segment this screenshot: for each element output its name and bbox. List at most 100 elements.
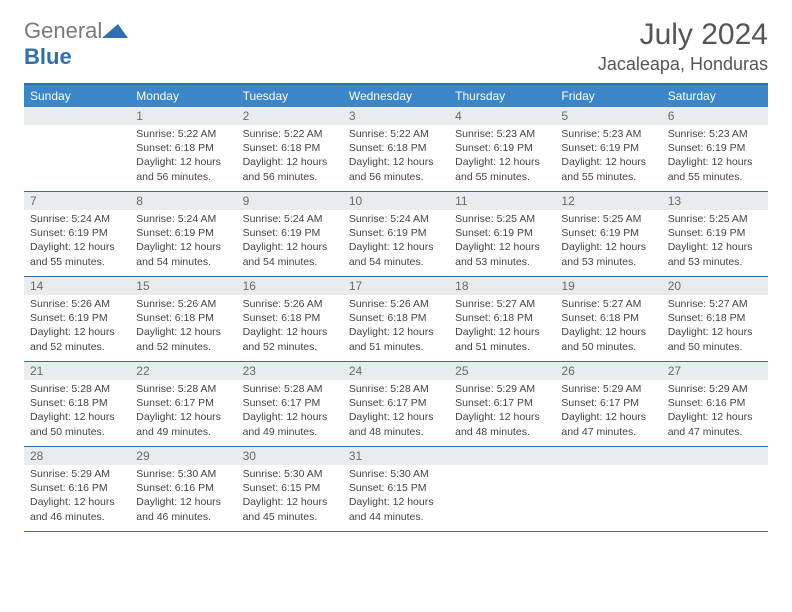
day-body: Sunrise: 5:26 AMSunset: 6:18 PMDaylight:… [130,295,236,358]
day-body: Sunrise: 5:25 AMSunset: 6:19 PMDaylight:… [449,210,555,273]
day-number: 10 [343,192,449,210]
day-cell: 3Sunrise: 5:22 AMSunset: 6:18 PMDaylight… [343,107,449,191]
day-number: 3 [343,107,449,125]
day-cell: 5Sunrise: 5:23 AMSunset: 6:19 PMDaylight… [555,107,661,191]
brand-text: GeneralBlue [24,18,128,70]
day-body: Sunrise: 5:26 AMSunset: 6:19 PMDaylight:… [24,295,130,358]
daylight-text: Daylight: 12 hours and 52 minutes. [243,325,337,353]
daylight-text: Daylight: 12 hours and 49 minutes. [243,410,337,438]
day-cell [24,107,130,191]
brand-gray: General [24,18,102,43]
day-body: Sunrise: 5:30 AMSunset: 6:15 PMDaylight:… [343,465,449,528]
sunrise-text: Sunrise: 5:28 AM [243,382,337,396]
day-cell: 7Sunrise: 5:24 AMSunset: 6:19 PMDaylight… [24,192,130,276]
sunrise-text: Sunrise: 5:22 AM [136,127,230,141]
day-number: 16 [237,277,343,295]
daylight-text: Daylight: 12 hours and 54 minutes. [136,240,230,268]
sunset-text: Sunset: 6:19 PM [136,226,230,240]
day-cell: 13Sunrise: 5:25 AMSunset: 6:19 PMDayligh… [662,192,768,276]
daylight-text: Daylight: 12 hours and 55 minutes. [668,155,762,183]
day-cell: 6Sunrise: 5:23 AMSunset: 6:19 PMDaylight… [662,107,768,191]
daylight-text: Daylight: 12 hours and 54 minutes. [243,240,337,268]
day-number: 23 [237,362,343,380]
daylight-text: Daylight: 12 hours and 48 minutes. [455,410,549,438]
day-number: 2 [237,107,343,125]
day-cell: 29Sunrise: 5:30 AMSunset: 6:16 PMDayligh… [130,447,236,531]
sunset-text: Sunset: 6:18 PM [30,396,124,410]
sunset-text: Sunset: 6:18 PM [455,311,549,325]
sunrise-text: Sunrise: 5:30 AM [243,467,337,481]
week-row: 7Sunrise: 5:24 AMSunset: 6:19 PMDaylight… [24,192,768,277]
day-body: Sunrise: 5:23 AMSunset: 6:19 PMDaylight:… [662,125,768,188]
sunrise-text: Sunrise: 5:23 AM [455,127,549,141]
day-body: Sunrise: 5:22 AMSunset: 6:18 PMDaylight:… [130,125,236,188]
daylight-text: Daylight: 12 hours and 47 minutes. [668,410,762,438]
day-body: Sunrise: 5:24 AMSunset: 6:19 PMDaylight:… [343,210,449,273]
day-number [24,107,130,125]
day-number: 22 [130,362,236,380]
day-number: 14 [24,277,130,295]
daylight-text: Daylight: 12 hours and 55 minutes. [30,240,124,268]
sunset-text: Sunset: 6:18 PM [243,311,337,325]
day-cell: 19Sunrise: 5:27 AMSunset: 6:18 PMDayligh… [555,277,661,361]
week-row: 1Sunrise: 5:22 AMSunset: 6:18 PMDaylight… [24,107,768,192]
day-cell: 28Sunrise: 5:29 AMSunset: 6:16 PMDayligh… [24,447,130,531]
sunrise-text: Sunrise: 5:26 AM [349,297,443,311]
sunrise-text: Sunrise: 5:24 AM [243,212,337,226]
day-number: 9 [237,192,343,210]
daylight-text: Daylight: 12 hours and 45 minutes. [243,495,337,523]
week-row: 14Sunrise: 5:26 AMSunset: 6:19 PMDayligh… [24,277,768,362]
day-cell: 30Sunrise: 5:30 AMSunset: 6:15 PMDayligh… [237,447,343,531]
day-cell: 11Sunrise: 5:25 AMSunset: 6:19 PMDayligh… [449,192,555,276]
sunset-text: Sunset: 6:19 PM [455,141,549,155]
day-cell [555,447,661,531]
sunrise-text: Sunrise: 5:22 AM [349,127,443,141]
day-body: Sunrise: 5:27 AMSunset: 6:18 PMDaylight:… [449,295,555,358]
day-body [555,465,661,471]
sunrise-text: Sunrise: 5:30 AM [349,467,443,481]
daylight-text: Daylight: 12 hours and 56 minutes. [136,155,230,183]
brand-blue: Blue [24,44,72,69]
weekday-header: Friday [555,85,661,107]
day-number: 21 [24,362,130,380]
day-number: 8 [130,192,236,210]
brand-logo: GeneralBlue [24,18,128,70]
day-body [662,465,768,471]
sunset-text: Sunset: 6:19 PM [30,226,124,240]
daylight-text: Daylight: 12 hours and 54 minutes. [349,240,443,268]
daylight-text: Daylight: 12 hours and 46 minutes. [30,495,124,523]
day-number [449,447,555,465]
sunrise-text: Sunrise: 5:28 AM [136,382,230,396]
weekday-header: Thursday [449,85,555,107]
day-body: Sunrise: 5:24 AMSunset: 6:19 PMDaylight:… [130,210,236,273]
week-row: 28Sunrise: 5:29 AMSunset: 6:16 PMDayligh… [24,447,768,532]
daylight-text: Daylight: 12 hours and 50 minutes. [561,325,655,353]
daylight-text: Daylight: 12 hours and 44 minutes. [349,495,443,523]
weekday-header: Wednesday [343,85,449,107]
sunrise-text: Sunrise: 5:26 AM [30,297,124,311]
day-cell: 15Sunrise: 5:26 AMSunset: 6:18 PMDayligh… [130,277,236,361]
sunset-text: Sunset: 6:18 PM [668,311,762,325]
day-body: Sunrise: 5:23 AMSunset: 6:19 PMDaylight:… [555,125,661,188]
sunrise-text: Sunrise: 5:24 AM [136,212,230,226]
day-cell: 4Sunrise: 5:23 AMSunset: 6:19 PMDaylight… [449,107,555,191]
sunset-text: Sunset: 6:15 PM [349,481,443,495]
weekday-header: Monday [130,85,236,107]
day-number: 29 [130,447,236,465]
day-body: Sunrise: 5:25 AMSunset: 6:19 PMDaylight:… [555,210,661,273]
day-body: Sunrise: 5:28 AMSunset: 6:17 PMDaylight:… [343,380,449,443]
daylight-text: Daylight: 12 hours and 47 minutes. [561,410,655,438]
sunset-text: Sunset: 6:19 PM [668,226,762,240]
daylight-text: Daylight: 12 hours and 52 minutes. [136,325,230,353]
day-number [555,447,661,465]
day-cell: 12Sunrise: 5:25 AMSunset: 6:19 PMDayligh… [555,192,661,276]
sunset-text: Sunset: 6:18 PM [561,311,655,325]
sunrise-text: Sunrise: 5:27 AM [561,297,655,311]
daylight-text: Daylight: 12 hours and 46 minutes. [136,495,230,523]
day-body: Sunrise: 5:26 AMSunset: 6:18 PMDaylight:… [237,295,343,358]
sunrise-text: Sunrise: 5:23 AM [668,127,762,141]
sunrise-text: Sunrise: 5:24 AM [30,212,124,226]
day-cell: 31Sunrise: 5:30 AMSunset: 6:15 PMDayligh… [343,447,449,531]
sunset-text: Sunset: 6:17 PM [136,396,230,410]
day-number: 28 [24,447,130,465]
